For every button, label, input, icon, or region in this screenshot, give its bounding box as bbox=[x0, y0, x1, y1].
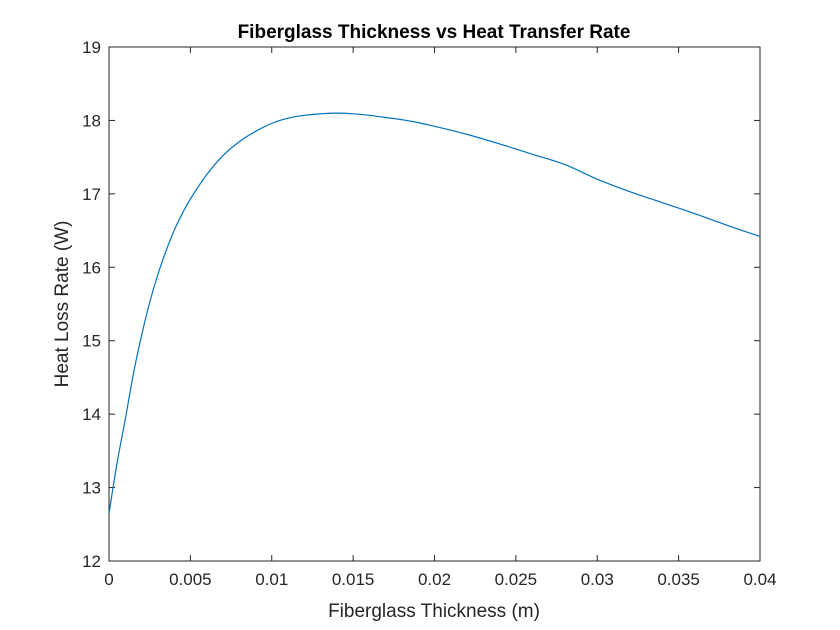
x-tick-label: 0.005 bbox=[169, 570, 212, 589]
y-tick-label: 16 bbox=[82, 258, 101, 277]
tick-labels: 0 0.005 0.01 0.015 0.02 0.025 0.03 0.035 0.04 12 1… bbox=[82, 38, 776, 589]
x-tick-label: 0.03 bbox=[581, 570, 614, 589]
y-axis-label: Heat Loss Rate (W) bbox=[52, 221, 73, 388]
series-line bbox=[108, 112, 761, 514]
y-tick-label: 18 bbox=[82, 111, 101, 130]
y-tick-label: 15 bbox=[82, 332, 101, 351]
y-tick-label: 17 bbox=[82, 185, 101, 204]
y-tick-label: 13 bbox=[82, 479, 101, 498]
x-tick-label: 0 bbox=[104, 570, 113, 589]
x-tick-label: 0.01 bbox=[255, 570, 288, 589]
y-tick-label: 14 bbox=[82, 405, 101, 424]
y-tick-label: 19 bbox=[82, 38, 101, 57]
chart-title: Fiberglass Thickness vs Heat Transfer Ra… bbox=[238, 22, 631, 43]
x-tick-label: 0.02 bbox=[418, 570, 451, 589]
x-tick-label: 0.025 bbox=[495, 570, 538, 589]
x-tick-label: 0.035 bbox=[657, 570, 700, 589]
x-tick-label: 0.04 bbox=[743, 570, 776, 589]
ticks bbox=[108, 46, 761, 562]
series-layer bbox=[108, 112, 761, 514]
x-axis-label: Fiberglass Thickness (m) bbox=[328, 601, 540, 622]
x-tick-label: 0.015 bbox=[332, 570, 375, 589]
y-tick-label: 12 bbox=[82, 552, 101, 571]
axes-box bbox=[108, 46, 761, 562]
